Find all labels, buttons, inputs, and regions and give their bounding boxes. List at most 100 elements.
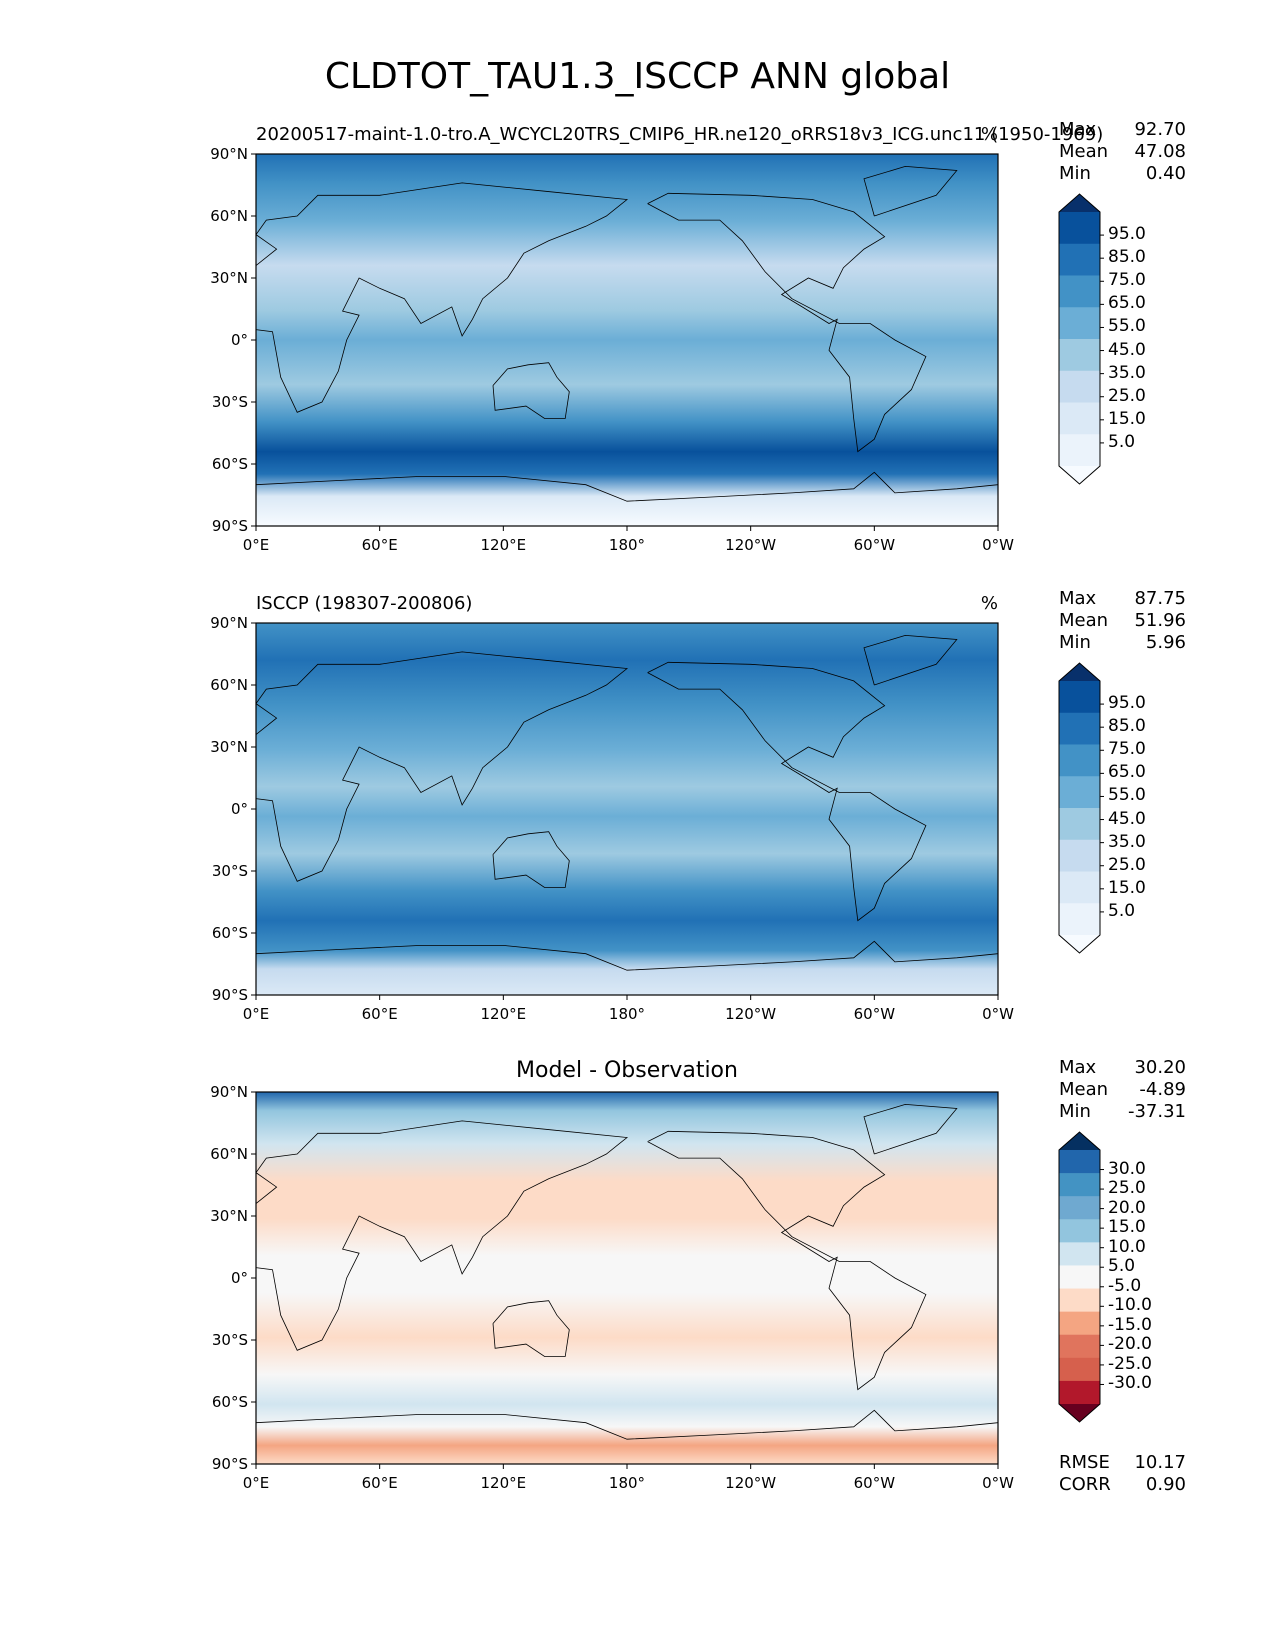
map-field-obs [256, 623, 998, 995]
x-tick-label: 0°E [242, 536, 270, 554]
colorbar-extend-max [1059, 663, 1100, 681]
stat-value-mean: 47.08 [1134, 141, 1186, 162]
stat-label-max: Max [1059, 119, 1097, 140]
y-tick-label: 30°N [210, 738, 248, 756]
colorbar-swatch [1059, 712, 1100, 745]
colorbar-label: 55.0 [1108, 316, 1146, 337]
stat-label-max: Max [1059, 1057, 1097, 1078]
stat-label-corr: CORR [1059, 1474, 1111, 1495]
colorbar-swatch [1059, 1150, 1100, 1174]
y-tick-label: 60°S [211, 455, 248, 473]
y-tick-label: 60°N [210, 676, 248, 694]
colorbar-label: 5.0 [1108, 900, 1136, 921]
coastline-model-2 [647, 192, 927, 453]
colorbar-label: 25.0 [1108, 854, 1146, 875]
colorbar-label: -30.0 [1108, 1373, 1152, 1394]
colorbar-label: 75.0 [1108, 270, 1146, 291]
colorbar-label: 35.0 [1108, 831, 1146, 852]
colorbar-label: 35.0 [1108, 362, 1146, 383]
panel-left-title: 20200517-maint-1.0-tro.A_WCYCL20TRS_CMIP… [256, 124, 1104, 145]
colorbar-label: 10.0 [1108, 1236, 1146, 1257]
colorbar-swatch [1059, 776, 1100, 809]
colorbar-swatch [1059, 1311, 1100, 1336]
x-tick-label: 180° [608, 1005, 646, 1023]
x-tick-label: 120°E [480, 1474, 527, 1492]
coastline-model-4 [255, 471, 999, 502]
x-tick-label: 120°W [725, 1474, 777, 1492]
colorbar-label: 25.0 [1108, 385, 1146, 406]
colorbar-label: -15.0 [1108, 1314, 1152, 1335]
colorbar-label: 65.0 [1108, 293, 1146, 314]
stat-value-max: 92.70 [1134, 119, 1186, 140]
y-tick-label: 30°S [211, 862, 248, 880]
x-tick-label: 60°W [853, 536, 896, 554]
colorbar-swatch [1059, 1196, 1100, 1220]
stat-label-mean: Mean [1059, 1079, 1109, 1100]
panel-model [251, 153, 1104, 531]
x-tick-label: 0°W [982, 1474, 1014, 1492]
colorbar-swatch [1059, 744, 1100, 777]
stat-value-min: -37.31 [1127, 1101, 1186, 1122]
figure-title: CLDTOT_TAU1.3_ISCCP ANN global [324, 56, 951, 97]
colorbar-label: 15.0 [1108, 1217, 1146, 1238]
colorbar-swatch [1059, 681, 1100, 714]
x-tick-label: 60°E [361, 1005, 398, 1023]
coastline-model-1 [492, 362, 570, 419]
colorbar-swatch [1059, 370, 1100, 403]
colorbar-swatch [1059, 839, 1100, 872]
colorbar-swatch [1059, 1334, 1100, 1359]
coastline-obs-0 [255, 651, 629, 882]
colorbar-swatch [1059, 1357, 1100, 1382]
x-tick-label: 120°E [480, 1005, 527, 1023]
colorbar-swatch [1059, 212, 1100, 245]
x-tick-label: 0°W [982, 1005, 1014, 1023]
stat-label-min: Min [1059, 632, 1091, 653]
colorbar-extend-min [1059, 935, 1100, 953]
stat-label-rmse: RMSE [1059, 1452, 1110, 1473]
coastline-diff-0 [255, 1120, 629, 1351]
x-tick-label: 180° [608, 536, 646, 554]
colorbar-swatch [1059, 339, 1100, 372]
colorbar-swatch [1059, 243, 1100, 276]
panel-left-title: ISCCP (198307-200806) [256, 593, 473, 614]
colorbar-label: -10.0 [1108, 1295, 1152, 1316]
map-field-model [256, 154, 998, 526]
colorbar-label: 5.0 [1108, 1256, 1136, 1277]
colorbar-swatch [1059, 1219, 1100, 1243]
colorbar-extend-min [1059, 1404, 1100, 1422]
panel-obs [251, 622, 1104, 1000]
colorbar-label: 30.0 [1108, 1158, 1146, 1179]
y-tick-label: 0° [230, 331, 248, 349]
stat-label-min: Min [1059, 163, 1091, 184]
colorbar-swatch [1059, 1173, 1100, 1197]
x-tick-label: 120°W [725, 536, 777, 554]
stat-value-min: 0.40 [1145, 163, 1186, 184]
coastline-obs-2 [647, 661, 927, 922]
colorbar-label: 15.0 [1108, 877, 1146, 898]
coastline-model-3 [863, 165, 958, 217]
y-tick-label: 90°N [210, 1083, 248, 1101]
y-tick-label: 90°S [211, 1455, 248, 1473]
colorbar-label: 95.0 [1108, 693, 1146, 714]
stat-value-rmse: 10.17 [1134, 1452, 1186, 1473]
colorbar-label: 65.0 [1108, 762, 1146, 783]
colorbar-swatch [1059, 434, 1100, 467]
colorbar-label: 5.0 [1108, 431, 1136, 452]
y-tick-label: 30°N [210, 1207, 248, 1225]
colorbar-label: -25.0 [1108, 1353, 1152, 1374]
colorbar-outline [1058, 1131, 1101, 1423]
colorbar-outline [1058, 662, 1101, 954]
stat-value-max: 87.75 [1134, 588, 1186, 609]
y-tick-label: 90°N [210, 145, 248, 163]
stat-value-min: 5.96 [1145, 632, 1186, 653]
y-tick-label: 60°S [211, 1393, 248, 1411]
colorbar-swatch [1059, 275, 1100, 308]
colorbar-swatch [1059, 1242, 1100, 1266]
colorbar-extend-max [1059, 194, 1100, 212]
x-tick-label: 60°W [853, 1474, 896, 1492]
colorbar-label: 25.0 [1108, 1178, 1146, 1199]
x-tick-label: 120°E [480, 536, 527, 554]
colorbar-swatch [1059, 307, 1100, 340]
coastline-obs-3 [863, 634, 958, 686]
y-tick-label: 30°N [210, 269, 248, 287]
